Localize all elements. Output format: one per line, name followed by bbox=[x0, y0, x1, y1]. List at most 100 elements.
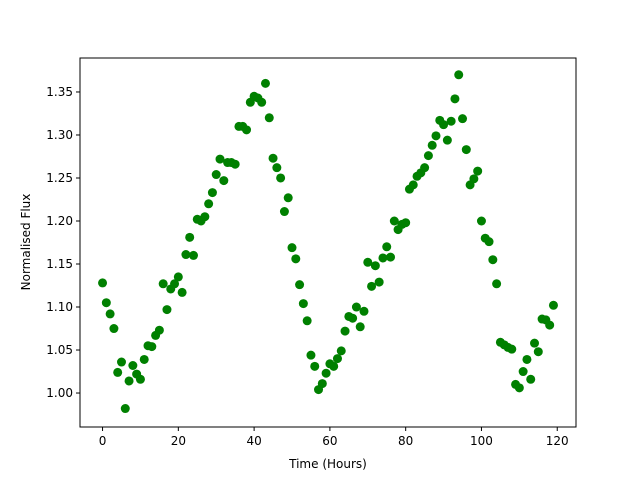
point bbox=[401, 218, 411, 228]
x-tick-label: 120 bbox=[546, 434, 569, 448]
point bbox=[306, 350, 316, 360]
point bbox=[310, 361, 320, 371]
point bbox=[98, 278, 108, 288]
point bbox=[374, 277, 384, 287]
point bbox=[147, 342, 157, 352]
point bbox=[219, 176, 229, 186]
x-tick-label: 20 bbox=[171, 434, 186, 448]
point bbox=[279, 207, 289, 217]
point bbox=[317, 379, 327, 389]
y-tick-label: 1.25 bbox=[46, 171, 73, 185]
point bbox=[420, 163, 430, 173]
point bbox=[135, 374, 145, 384]
point bbox=[101, 298, 111, 308]
point bbox=[469, 174, 479, 184]
y-tick-label: 1.05 bbox=[46, 343, 73, 357]
point bbox=[484, 237, 494, 247]
point bbox=[454, 70, 464, 80]
point bbox=[461, 145, 471, 155]
point bbox=[378, 253, 388, 263]
point bbox=[340, 326, 350, 336]
point bbox=[514, 383, 524, 393]
y-tick-label: 1.10 bbox=[46, 300, 73, 314]
point bbox=[359, 306, 369, 316]
point bbox=[351, 302, 361, 312]
point bbox=[162, 305, 172, 315]
point bbox=[181, 250, 191, 260]
point bbox=[386, 252, 396, 262]
point bbox=[139, 354, 149, 364]
point bbox=[109, 324, 119, 334]
x-tick-label: 100 bbox=[470, 434, 493, 448]
point bbox=[116, 357, 126, 367]
point bbox=[446, 116, 456, 126]
point bbox=[530, 338, 540, 348]
point bbox=[370, 261, 380, 271]
point bbox=[321, 368, 331, 378]
point bbox=[105, 309, 115, 319]
point bbox=[476, 216, 486, 226]
point bbox=[329, 361, 339, 371]
y-tick-label: 1.30 bbox=[46, 128, 73, 142]
point bbox=[170, 279, 180, 289]
point bbox=[533, 347, 543, 357]
point bbox=[518, 367, 528, 377]
x-tick-label: 60 bbox=[322, 434, 337, 448]
point bbox=[473, 166, 483, 176]
point bbox=[423, 151, 433, 161]
x-tick-label: 40 bbox=[246, 434, 261, 448]
point bbox=[173, 272, 183, 282]
point bbox=[545, 320, 555, 330]
plot-frame bbox=[79, 57, 577, 428]
point bbox=[124, 376, 134, 386]
point bbox=[283, 193, 293, 203]
point bbox=[268, 153, 278, 163]
point bbox=[260, 78, 270, 88]
point bbox=[291, 254, 301, 264]
point bbox=[439, 120, 449, 130]
point bbox=[332, 354, 342, 364]
point bbox=[211, 170, 221, 180]
point bbox=[298, 299, 308, 309]
point bbox=[389, 216, 399, 226]
point bbox=[431, 131, 441, 141]
point bbox=[427, 140, 437, 150]
point bbox=[548, 300, 558, 310]
point bbox=[230, 159, 240, 169]
point bbox=[242, 125, 252, 135]
point bbox=[458, 114, 468, 124]
point bbox=[120, 404, 130, 414]
point bbox=[450, 94, 460, 104]
point bbox=[492, 279, 502, 289]
y-tick-label: 1.35 bbox=[46, 85, 73, 99]
x-tick-label: 0 bbox=[99, 434, 107, 448]
point bbox=[158, 279, 168, 289]
point bbox=[382, 242, 392, 252]
point bbox=[215, 154, 225, 164]
y-axis-label: Normalised Flux bbox=[19, 194, 33, 291]
point bbox=[264, 113, 274, 123]
y-tick-label: 1.00 bbox=[46, 386, 73, 400]
point bbox=[154, 325, 164, 335]
point bbox=[177, 287, 187, 297]
y-tick-label: 1.15 bbox=[46, 257, 73, 271]
point bbox=[257, 97, 267, 107]
point bbox=[272, 163, 282, 173]
point bbox=[408, 180, 418, 190]
point bbox=[200, 212, 210, 222]
point bbox=[522, 354, 532, 364]
x-tick-label: 80 bbox=[398, 434, 413, 448]
point bbox=[128, 361, 138, 370]
point bbox=[302, 316, 312, 326]
point bbox=[113, 367, 123, 377]
y-tick-label: 1.20 bbox=[46, 214, 73, 228]
point bbox=[188, 250, 198, 260]
x-axis-label: Time (Hours) bbox=[288, 457, 367, 471]
point bbox=[185, 232, 195, 242]
point bbox=[367, 281, 377, 291]
point bbox=[363, 257, 373, 267]
point bbox=[204, 199, 214, 209]
point bbox=[276, 173, 286, 183]
point bbox=[442, 135, 452, 145]
